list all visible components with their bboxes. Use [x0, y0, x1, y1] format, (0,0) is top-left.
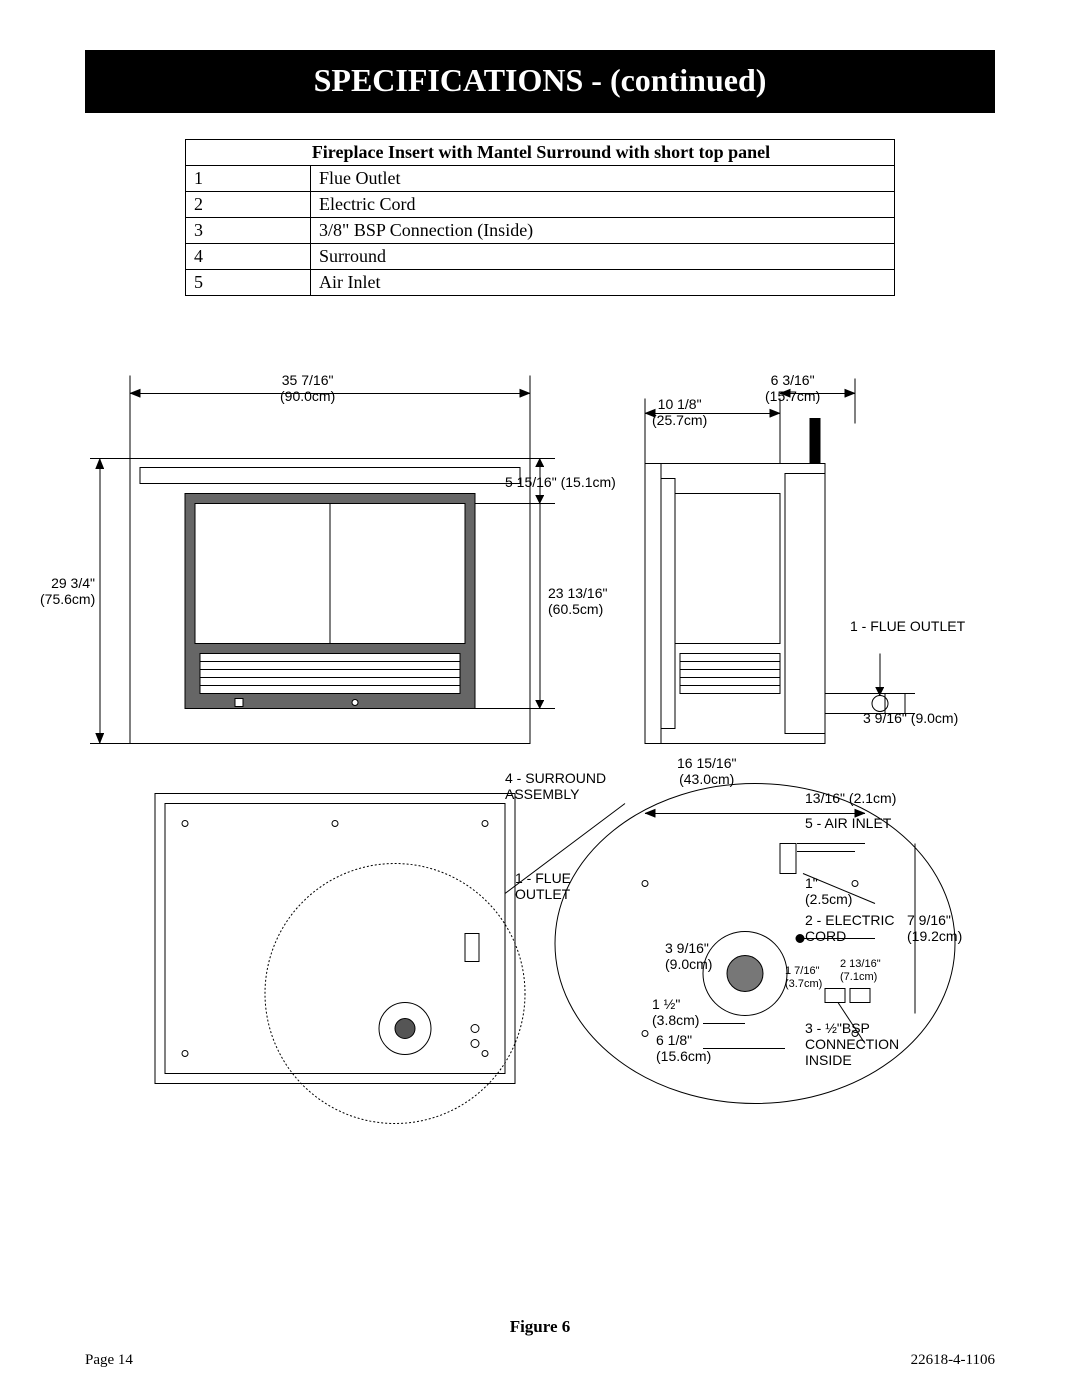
dim-value: 5 15/16": [505, 474, 557, 490]
dim-value: 1": [805, 875, 818, 891]
figure-caption: Figure 6: [0, 1317, 1080, 1337]
section-header: SPECIFICATIONS - (continued): [85, 50, 995, 113]
table-body: 1 Flue Outlet 2 Electric Cord 3 3/8" BSP…: [186, 166, 895, 296]
dim-height-left: 29 3/4" (75.6cm): [40, 575, 95, 607]
label-text: CORD: [805, 928, 894, 944]
part-number: 2: [186, 192, 311, 218]
dim-small2: 2 13/16" (7.1cm): [840, 958, 881, 983]
section-header-text: SPECIFICATIONS - (continued): [314, 62, 767, 98]
label-text: 4 - SURROUND: [505, 770, 606, 786]
dim-front-step: 5 15/16" (15.1cm): [505, 474, 616, 490]
table-row: 5 Air Inlet: [186, 270, 895, 296]
dim-small1: 1 7/16" (3.7cm): [785, 965, 822, 990]
label-flue-outlet: 1 - FLUE OUTLET: [850, 618, 965, 634]
part-number: 1: [186, 166, 311, 192]
dim-air-inlet-offset: 13/16" (2.1cm): [805, 790, 896, 806]
label-text: CONNECTION: [805, 1036, 899, 1052]
dim-value-cm: (7.1cm): [840, 971, 881, 984]
label-text: 1 - FLUE: [515, 870, 571, 886]
table-row: 4 Surround: [186, 244, 895, 270]
dim-value: 6 3/16": [771, 372, 815, 388]
dim-value: 35 7/16": [282, 372, 334, 388]
dim-value-cm: (75.6cm): [40, 591, 95, 607]
dim-value: 10 1/8": [658, 396, 702, 412]
dim-flue-height: 3 9/16" (9.0cm): [863, 710, 958, 726]
dim-value: 3 9/16": [665, 940, 709, 956]
dim-value: 3 9/16": [863, 710, 907, 726]
dim-value-cm: (9.0cm): [665, 956, 712, 972]
parts-table: Fireplace Insert with Mantel Surround wi…: [185, 139, 895, 296]
part-number: 5: [186, 270, 311, 296]
dim-value: 29 3/4": [51, 575, 95, 591]
part-label: Air Inlet: [311, 270, 895, 296]
dim-one-half: 1 ½" (3.8cm): [652, 996, 699, 1028]
dim-value: 1 ½": [652, 996, 680, 1012]
dim-flue-ext: 6 3/16" (15.7cm): [765, 372, 820, 404]
diagram-area: 35 7/16" (90.0cm) 29 3/4" (75.6cm) 5 15/…: [85, 360, 995, 1297]
dim-value: 23 13/16": [548, 585, 607, 601]
table-row: 3 3/8" BSP Connection (Inside): [186, 218, 895, 244]
dim-value: 1 7/16": [785, 965, 820, 977]
dim-six-eighth: 6 1/8" (15.6cm): [656, 1032, 711, 1064]
label-text: OUTLET: [515, 886, 571, 902]
part-label: Electric Cord: [311, 192, 895, 218]
dim-value-cm: (19.2cm): [907, 928, 962, 944]
part-label: 3/8" BSP Connection (Inside): [311, 218, 895, 244]
dim-right-total: 7 9/16" (19.2cm): [907, 912, 962, 944]
page: SPECIFICATIONS - (continued) Fireplace I…: [0, 0, 1080, 1397]
dim-value-cm: (15.6cm): [656, 1048, 711, 1064]
dim-width-top: 35 7/16" (90.0cm): [280, 372, 335, 404]
table-header-row: Fireplace Insert with Mantel Surround wi…: [186, 140, 895, 166]
label-electric-cord: 2 - ELECTRIC CORD: [805, 912, 894, 944]
dim-value-cm: (15.7cm): [765, 388, 820, 404]
dim-one-inch: 1" (2.5cm): [805, 875, 852, 907]
label-text: INSIDE: [805, 1052, 899, 1068]
page-footer: Page 14 22618-4-1106: [85, 1352, 995, 1369]
table-row: 2 Electric Cord: [186, 192, 895, 218]
footer-doc: 22618-4-1106: [911, 1352, 995, 1369]
dim-value: 13/16": [805, 790, 845, 806]
part-label: Flue Outlet: [311, 166, 895, 192]
dim-bottom-depth: 16 15/16" (43.0cm): [677, 755, 736, 787]
dim-value-cm: (2.1cm): [849, 790, 896, 806]
dim-front-opening: 23 13/16" (60.5cm): [548, 585, 607, 617]
label-text: ASSEMBLY: [505, 786, 605, 802]
part-label: Surround: [311, 244, 895, 270]
dim-value-cm: (9.0cm): [911, 710, 958, 726]
dim-side-depth: 10 1/8" (25.7cm): [652, 396, 707, 428]
dim-value: 16 15/16": [677, 755, 736, 771]
dim-value-cm: (60.5cm): [548, 601, 607, 617]
part-number: 4: [186, 244, 311, 270]
dim-value-cm: (3.7cm): [785, 978, 822, 991]
dim-value-cm: (43.0cm): [677, 771, 736, 787]
label-text: 2 - ELECTRIC: [805, 912, 894, 928]
label-air-inlet: 5 - AIR INLET: [805, 815, 891, 831]
dim-value-cm: (90.0cm): [280, 388, 335, 404]
part-number: 3: [186, 218, 311, 244]
table-caption: Fireplace Insert with Mantel Surround wi…: [186, 140, 895, 166]
label-text: 3 - ½"BSP: [805, 1020, 870, 1036]
dim-value: 2 13/16": [840, 958, 881, 970]
dim-flue-off: 3 9/16" (9.0cm): [665, 940, 712, 972]
dim-value-cm: (3.8cm): [652, 1012, 699, 1028]
footer-page: Page 14: [85, 1352, 133, 1369]
label-surround: 4 - SURROUND ASSEMBLY: [505, 770, 605, 802]
label-flue-outlet-2: 1 - FLUE OUTLET: [515, 870, 571, 902]
table-row: 1 Flue Outlet: [186, 166, 895, 192]
dim-value-cm: (2.5cm): [805, 891, 852, 907]
dim-value: 6 1/8": [656, 1032, 692, 1048]
label-bsp: 3 - ½"BSP CONNECTION INSIDE: [805, 1020, 899, 1068]
dim-value: 7 9/16": [907, 912, 951, 928]
dim-value-cm: (15.1cm): [561, 474, 616, 490]
dim-value-cm: (25.7cm): [652, 412, 707, 428]
